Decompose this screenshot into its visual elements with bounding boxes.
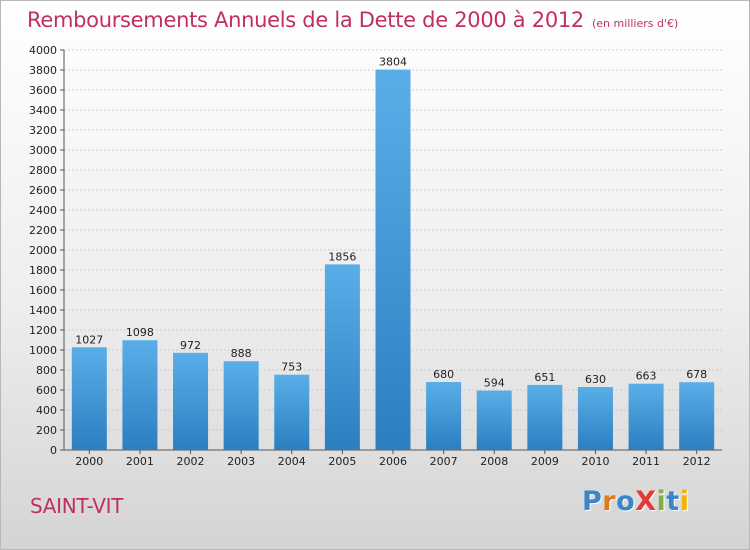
logo-letter: r (602, 486, 617, 517)
logo-letter: i (656, 486, 667, 517)
bar-2003 (223, 361, 259, 450)
y-tick-label: 2200 (29, 224, 57, 237)
data-label: 663 (636, 370, 657, 383)
y-tick-label: 3400 (29, 104, 57, 117)
bars (71, 69, 715, 450)
bar-2005 (324, 264, 360, 450)
city-name: SAINT-VIT (30, 494, 124, 518)
y-tick-label: 4000 (29, 44, 57, 57)
data-label: 888 (231, 347, 252, 360)
proxiti-logo: ProXiti (582, 486, 689, 517)
bar-2001 (122, 340, 158, 450)
y-tick-label: 0 (50, 444, 57, 457)
logo-letter: i (679, 486, 690, 517)
data-label: 630 (585, 373, 606, 386)
bar-2008 (476, 390, 512, 450)
logo-letter: P (582, 486, 603, 517)
y-tick-label: 200 (36, 424, 57, 437)
x-tick-label: 2012 (683, 455, 711, 468)
x-tick-label: 2004 (278, 455, 306, 468)
logo-letter: o (616, 486, 636, 517)
labels: 0 200 400 600 800 1000 1200 1400 1600 1800 2000 220… (29, 44, 711, 468)
title-unit: (en milliers d'€) (592, 17, 679, 30)
bar-2009 (527, 384, 563, 450)
data-label: 651 (534, 371, 555, 384)
y-tick-label: 1000 (29, 344, 57, 357)
y-tick-label: 3800 (29, 64, 57, 77)
data-label: 680 (433, 368, 454, 381)
data-label: 678 (686, 368, 707, 381)
x-tick-label: 2011 (632, 455, 660, 468)
title-main: Remboursements Annuels de la Dette de 20… (27, 8, 584, 32)
data-label: 1098 (126, 326, 154, 339)
data-label: 594 (484, 377, 505, 390)
bar-2007 (426, 382, 462, 450)
data-label: 1027 (75, 333, 103, 346)
x-tick-label: 2006 (379, 455, 407, 468)
y-tick-label: 3600 (29, 84, 57, 97)
x-tick-label: 2001 (126, 455, 154, 468)
y-tick-label: 1400 (29, 304, 57, 317)
y-tick-label: 1600 (29, 284, 57, 297)
y-tick-label: 2000 (29, 244, 57, 257)
bar-2010 (577, 387, 613, 450)
bar-2012 (679, 382, 715, 450)
data-label: 753 (281, 361, 302, 374)
data-label: 1856 (328, 250, 356, 263)
y-tick-label: 2400 (29, 204, 57, 217)
chart-title: Remboursements Annuels de la Dette de 20… (27, 8, 678, 32)
logo-letter: t (666, 486, 680, 517)
y-tick-label: 2800 (29, 164, 57, 177)
y-tick-label: 3000 (29, 144, 57, 157)
bar-2000 (71, 347, 107, 450)
x-tick-label: 2010 (581, 455, 609, 468)
x-tick-label: 2005 (328, 455, 356, 468)
x-tick-label: 2007 (430, 455, 458, 468)
y-tick-label: 3200 (29, 124, 57, 137)
x-tick-label: 2003 (227, 455, 255, 468)
y-tick-label: 2600 (29, 184, 57, 197)
x-tick-label: 2008 (480, 455, 508, 468)
bar-2002 (173, 352, 209, 450)
y-tick-label: 1800 (29, 264, 57, 277)
bar-2004 (274, 374, 310, 450)
y-tick-label: 600 (36, 384, 57, 397)
bar-2006 (375, 69, 411, 450)
y-tick-label: 800 (36, 364, 57, 377)
y-tick-label: 400 (36, 404, 57, 417)
data-label: 972 (180, 339, 201, 352)
y-tick-label: 1200 (29, 324, 57, 337)
bar-2011 (628, 383, 664, 450)
data-label: 3804 (379, 56, 407, 69)
x-tick-label: 2009 (531, 455, 559, 468)
logo-letter: X (635, 486, 657, 517)
x-tick-label: 2002 (177, 455, 205, 468)
x-tick-label: 2000 (75, 455, 103, 468)
